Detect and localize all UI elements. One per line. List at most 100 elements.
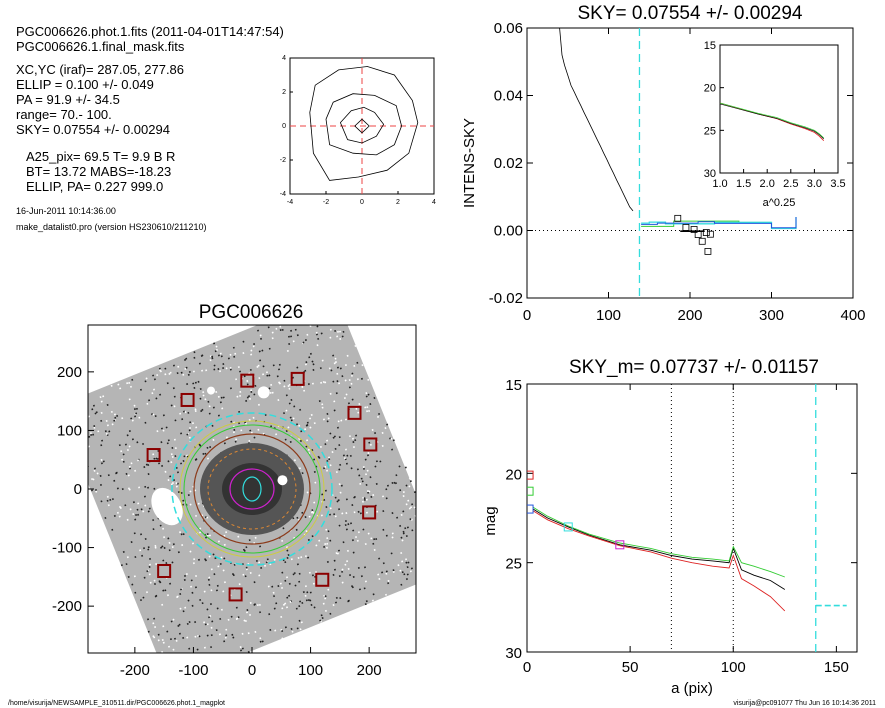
galaxy-noise-pixel [365, 392, 368, 395]
galaxy-noise-pixel [209, 657, 211, 659]
galaxy-noise-pixel [133, 532, 136, 535]
galaxy-noise-pixel [284, 561, 287, 564]
galaxy-noise-pixel [300, 430, 303, 433]
galaxy-noise-pixel [289, 600, 292, 603]
galaxy-noise-pixel [338, 436, 341, 439]
galaxy-noise-pixel [341, 568, 344, 571]
galaxy-noise-pixel [172, 479, 176, 482]
galaxy-noise-pixel [142, 442, 145, 446]
galaxy-noise-pixel [242, 340, 245, 343]
galaxy-noise-pixel [106, 495, 109, 498]
galaxy-noise-pixel [299, 408, 302, 411]
galaxy-noise-pixel [145, 591, 149, 594]
galaxy-noise-pixel [164, 470, 167, 473]
galaxy-noise-pixel [384, 593, 388, 596]
galaxy-noise-pixel [211, 355, 214, 358]
galaxy-noise-pixel [336, 500, 339, 503]
galaxy-noise-pixel [319, 308, 321, 310]
galaxy-noise-pixel [176, 595, 179, 598]
galaxy-noise-pixel [322, 380, 325, 384]
galaxy-noise-pixel [381, 571, 384, 574]
galaxy-noise-pixel [171, 446, 174, 449]
sky-sample-box [682, 224, 690, 231]
galaxy-noise-pixel [178, 632, 181, 635]
galaxy-noise-pixel [249, 368, 252, 371]
galaxy-noise-pixel [324, 305, 326, 307]
galaxy-noise-pixel [332, 436, 335, 439]
galaxy-noise-pixel [293, 405, 296, 408]
galaxy-noise-pixel [312, 368, 315, 372]
galaxy-noise-pixel [287, 384, 290, 388]
galaxy-noise-pixel [180, 432, 183, 435]
galaxy-noise-pixel [189, 503, 192, 506]
galaxy-noise-pixel [290, 419, 293, 422]
galaxy-noise-pixel [106, 424, 109, 427]
galaxy-noise-pixel [406, 526, 409, 529]
galaxy-noise-pixel [223, 543, 226, 546]
galaxy-noise-pixel [208, 412, 211, 415]
galaxy-noise-pixel [368, 490, 371, 493]
galaxy-noise-pixel [345, 511, 348, 515]
galaxy-noise-pixel [158, 580, 161, 583]
galaxy-noise-pixel [334, 515, 337, 518]
galaxy-noise-pixel [405, 534, 408, 538]
galaxy-noise-pixel [296, 516, 299, 519]
galaxy-noise-pixel [229, 387, 232, 390]
galaxy-noise-pixel [353, 495, 356, 498]
galaxy-noise-pixel [147, 463, 150, 467]
galaxy-noise-pixel [247, 632, 250, 635]
galaxy-noise-pixel [328, 458, 331, 461]
galaxy-noise-pixel [172, 618, 175, 621]
galaxy-noise-pixel [294, 328, 297, 331]
galaxy-noise-pixel [168, 372, 171, 375]
galaxy-noise-pixel [186, 383, 189, 386]
galaxy-noise-pixel [223, 653, 225, 655]
galaxy-bulge [222, 463, 282, 515]
galaxy-noise-pixel [203, 621, 206, 624]
galaxy-noise-pixel [142, 596, 145, 599]
galaxy-noise-pixel [330, 369, 333, 372]
galaxy-noise-pixel [209, 614, 212, 618]
galaxy-noise-pixel [129, 467, 132, 470]
galaxy-noise-pixel [180, 588, 183, 591]
galaxy-noise-pixel [329, 336, 332, 339]
galaxy-noise-pixel [146, 402, 149, 405]
galaxy-noise-pixel [171, 546, 174, 549]
sky-xtick-label: 300 [759, 307, 784, 324]
galaxy-noise-pixel [216, 584, 219, 587]
galaxy-noise-pixel [372, 593, 375, 596]
galaxy-ytick-label: -100 [52, 540, 82, 557]
galaxy-noise-pixel [244, 619, 247, 623]
galaxy-noise-pixel [359, 512, 362, 515]
galaxy-noise-pixel [198, 635, 201, 638]
galaxy-noise-pixel [76, 447, 78, 449]
galaxy-noise-pixel [266, 558, 269, 561]
galaxy-noise-pixel [253, 603, 257, 606]
galaxy-noise-pixel [345, 528, 348, 531]
mag-profile-green [532, 506, 785, 578]
galaxy-noise-pixel [309, 417, 312, 420]
header-line-5: PA = 91.9 +/- 34.5 [16, 92, 120, 107]
galaxy-noise-pixel [344, 519, 347, 523]
galaxy-noise-pixel [334, 357, 337, 360]
galaxy-noise-pixel [313, 422, 316, 425]
galaxy-noise-pixel [287, 426, 290, 429]
galaxy-noise-pixel [217, 368, 220, 371]
galaxy-noise-pixel [277, 585, 280, 588]
ellipse-orange [207, 448, 297, 530]
galaxy-noise-pixel [148, 573, 151, 576]
galaxy-noise-pixel [397, 564, 400, 567]
galaxy-noise-pixel [161, 638, 164, 641]
galaxy-noise-pixel [68, 415, 70, 417]
galaxy-noise-pixel [113, 413, 116, 416]
galaxy-noise-pixel [206, 446, 209, 449]
galaxy-noise-pixel [273, 558, 276, 561]
galaxy-noise-pixel [366, 406, 369, 409]
galaxy-noise-pixel [358, 474, 361, 477]
galaxy-noise-pixel [331, 450, 334, 454]
galaxy-noise-pixel [96, 472, 99, 475]
galaxy-noise-pixel [180, 491, 183, 494]
galaxy-noise-pixel [154, 415, 157, 418]
galaxy-noise-pixel [298, 619, 301, 622]
galaxy-noise-pixel [309, 325, 312, 328]
